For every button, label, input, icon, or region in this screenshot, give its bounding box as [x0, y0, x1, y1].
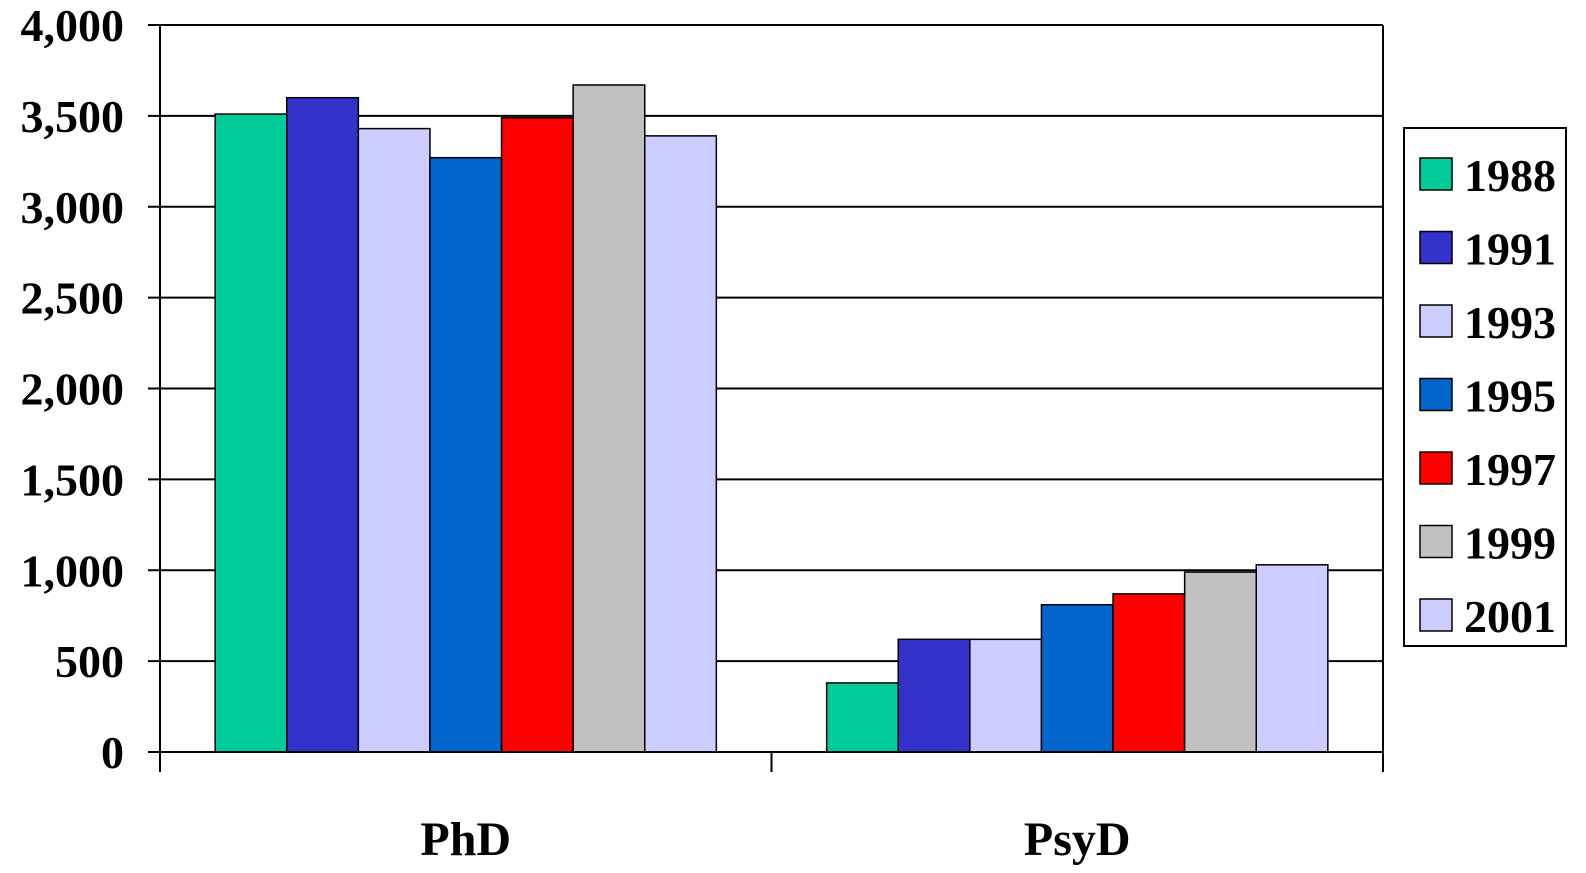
bar-phd-1999 — [572, 84, 646, 753]
y-tick-label: 2,500 — [21, 273, 125, 324]
legend-label-1988: 1988 — [1464, 150, 1556, 201]
legend-swatch-1999 — [1419, 524, 1453, 559]
bar-phd-1991 — [286, 96, 360, 753]
bar-phd-2001 — [644, 135, 718, 753]
bar-phd-1993 — [357, 127, 431, 753]
legend: 1988 1991 1993 1995 1997 1999 2001 — [1403, 127, 1567, 647]
legend-label-1997: 1997 — [1464, 444, 1556, 495]
x-tick-label: PsyD — [1024, 813, 1131, 866]
legend-swatch-1991 — [1419, 230, 1453, 265]
y-tick-label: 1,000 — [21, 545, 125, 596]
legend-swatch-1988 — [1419, 157, 1453, 191]
y-tick-label: 0 — [101, 727, 124, 778]
bar-psyd-1993 — [969, 638, 1043, 753]
bar-psyd-1995 — [1040, 604, 1114, 753]
x-tick-label: PhD — [420, 813, 511, 866]
legend-label-2001: 2001 — [1464, 591, 1556, 642]
legend-label-1993: 1993 — [1464, 297, 1556, 348]
y-tick-label: 1,500 — [21, 454, 125, 505]
x-tick-labels: PhD PsyD — [420, 813, 1130, 866]
y-tick-label: 500 — [55, 636, 124, 687]
y-tick-label: 3,500 — [21, 91, 125, 142]
legend-label-1999: 1999 — [1464, 518, 1556, 569]
y-tick-label: 4,000 — [21, 0, 125, 51]
bar-phd-1995 — [429, 156, 503, 753]
axes — [148, 24, 1384, 772]
legend-label-1991: 1991 — [1464, 224, 1556, 275]
y-tick-label: 2,000 — [21, 364, 125, 415]
legend-swatch-1995 — [1419, 377, 1453, 412]
legend-swatch-1993 — [1419, 304, 1453, 338]
bar-psyd-1991 — [897, 638, 971, 753]
legend-swatch-1997 — [1419, 451, 1453, 485]
bar-psyd-1999 — [1183, 571, 1258, 753]
legend-label-1995: 1995 — [1464, 371, 1556, 422]
legend-swatch-2001 — [1419, 598, 1453, 632]
bar-psyd-1997 — [1112, 593, 1186, 753]
bar-psyd-1988 — [825, 682, 900, 753]
bars — [214, 84, 1329, 753]
bar-psyd-2001 — [1255, 564, 1329, 753]
y-tick-labels: 0 500 1,000 1,500 2,000 2,500 3,000 3,500 4,000 — [21, 0, 125, 778]
bar-phd-1988 — [214, 113, 288, 753]
y-tick-label: 3,000 — [21, 182, 125, 233]
bar-phd-1997 — [500, 116, 574, 753]
